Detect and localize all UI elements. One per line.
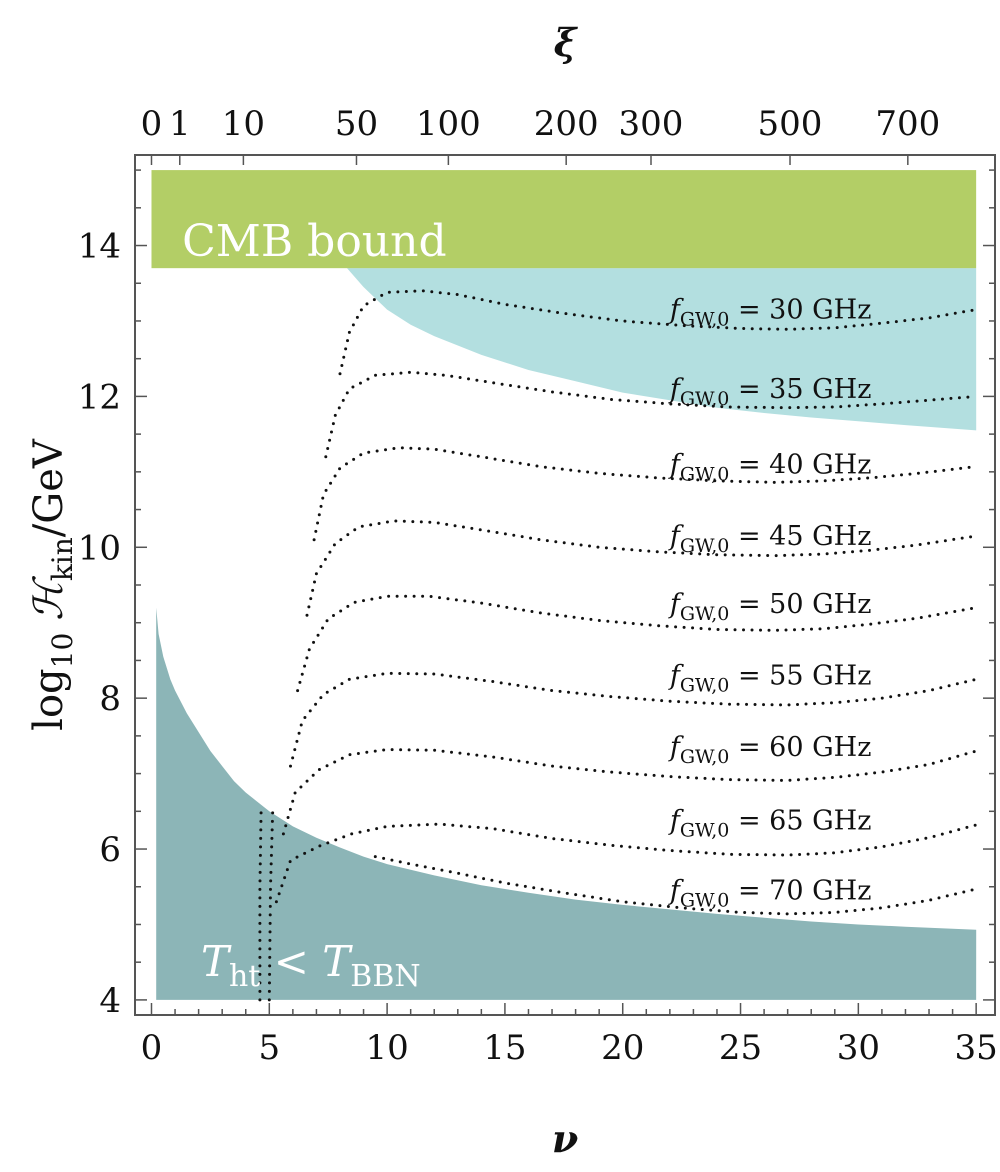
curve-label: fGW,0 = 40 GHz xyxy=(668,449,872,485)
y-axis-title-symbol-sub: kin xyxy=(46,537,79,581)
curve-label-sub: GW,0 xyxy=(680,890,730,912)
curve-label-text: = 30 GHz xyxy=(729,295,871,326)
y-tick-label: 10 xyxy=(78,528,121,568)
curve-label-f: f xyxy=(668,661,684,692)
curve-label-text: = 65 GHz xyxy=(729,805,871,836)
curve-70-ghz xyxy=(373,855,978,916)
bbn-label-sub1: ht xyxy=(229,959,260,994)
curve-50-ghz xyxy=(296,594,978,693)
curve-label: fGW,0 = 30 GHz xyxy=(668,295,872,331)
curve-label: fGW,0 = 65 GHz xyxy=(668,805,872,841)
top-tick-label: 100 xyxy=(416,104,481,144)
curve-65-ghz xyxy=(274,822,978,904)
curve-label: fGW,0 = 50 GHz xyxy=(668,589,872,625)
curve-label-text: = 45 GHz xyxy=(729,521,871,552)
x-tick-label: 10 xyxy=(365,1028,408,1068)
bbn-label-sub2: BBN xyxy=(350,959,420,994)
cmb-bound-label: CMB bound xyxy=(182,216,447,267)
curve-60-ghz xyxy=(281,747,978,836)
x-tick-label: 35 xyxy=(955,1028,998,1068)
y-tick-label: 8 xyxy=(99,679,121,719)
x-tick-label: 25 xyxy=(719,1028,762,1068)
curve-label: fGW,0 = 45 GHz xyxy=(668,521,872,557)
top-tick-label: 200 xyxy=(534,104,599,144)
curve-label-f: f xyxy=(668,589,684,620)
curve-label-f: f xyxy=(668,521,684,552)
curve-label-text: = 40 GHz xyxy=(729,449,871,480)
x-axis-title: ν xyxy=(552,1116,578,1161)
curve-label-sub: GW,0 xyxy=(680,388,730,410)
top-tick-label: 50 xyxy=(335,104,378,144)
curve-label-sub: GW,0 xyxy=(680,309,730,331)
y-tick-label: 4 xyxy=(99,981,121,1021)
curve-label-sub: GW,0 xyxy=(680,603,730,625)
x-tick-label: 20 xyxy=(601,1028,644,1068)
x-tick-label: 30 xyxy=(837,1028,880,1068)
y-tick-label: 14 xyxy=(78,227,121,267)
curve-35-ghz xyxy=(324,370,978,459)
curve-label-sub: GW,0 xyxy=(680,463,730,485)
curve-label: fGW,0 = 55 GHz xyxy=(668,661,872,697)
curve-label-sub: GW,0 xyxy=(680,675,730,697)
x-tick-label: 0 xyxy=(141,1028,163,1068)
bbn-label-op: < xyxy=(260,937,322,986)
top-tick-label: 700 xyxy=(875,104,940,144)
curve-45-ghz xyxy=(305,519,978,617)
top-tick-label: 500 xyxy=(758,104,823,144)
curve-label-f: f xyxy=(668,449,684,480)
curve-label-sub: GW,0 xyxy=(680,819,730,841)
curve-label: fGW,0 = 70 GHz xyxy=(668,876,872,912)
top-tick-label: 10 xyxy=(222,104,265,144)
curve-label-f: f xyxy=(668,295,684,326)
curve-label-f: f xyxy=(668,732,684,763)
ticks-layer xyxy=(135,155,995,1015)
curve-label-text: = 35 GHz xyxy=(729,374,871,405)
y-axis-title-unit: /GeV xyxy=(26,438,72,537)
curve-label-f: f xyxy=(668,876,684,907)
curve-55-ghz xyxy=(289,671,978,768)
top-axis-title: ξ xyxy=(554,20,579,65)
curve-label: fGW,0 = 60 GHz xyxy=(668,732,872,768)
curve-label-text: = 50 GHz xyxy=(729,589,871,620)
bbn-label-t2: T xyxy=(322,937,353,986)
curve-label-text: = 55 GHz xyxy=(729,661,871,692)
y-axis-title-log-sub: 10 xyxy=(46,633,79,669)
top-tick-label: 300 xyxy=(619,104,684,144)
curve-label-sub: GW,0 xyxy=(680,535,730,557)
x-tick-label: 5 xyxy=(258,1028,280,1068)
curve-label-f: f xyxy=(668,805,684,836)
top-tick-label: 0 xyxy=(141,104,163,144)
bbn-region-label: Tht < TBBN xyxy=(201,937,421,994)
curve-40-ghz xyxy=(312,446,978,542)
curves-layer xyxy=(258,289,978,1002)
curve-label-text: = 70 GHz xyxy=(729,876,871,907)
regions-layer xyxy=(151,170,977,1000)
curve-30-ghz xyxy=(338,289,978,376)
curve-label-sub: GW,0 xyxy=(680,746,730,768)
y-axis-title-log: log xyxy=(26,668,72,730)
tick-labels-layer: 0 5 10 15 20 25 30 350 1 10 50 100 200 300 500 70046810… xyxy=(78,104,998,1068)
curve-label: fGW,0 = 35 GHz xyxy=(668,374,872,410)
bbn-label-t1: T xyxy=(201,937,232,986)
y-tick-label: 12 xyxy=(78,377,121,417)
y-axis-title-symbol: ℋ xyxy=(26,576,72,621)
x-tick-label: 15 xyxy=(483,1028,526,1068)
y-axis-title: log10 ℋkin/GeV xyxy=(26,438,79,731)
bbn-excluded-region xyxy=(156,607,977,1000)
curve-label-text: = 60 GHz xyxy=(729,732,871,763)
curve-label-f: f xyxy=(668,374,684,405)
cmb-bound-region xyxy=(151,170,977,269)
upper-excluded-region xyxy=(347,268,977,431)
y-tick-label: 6 xyxy=(99,830,121,870)
top-tick-label: 1 xyxy=(169,104,191,144)
